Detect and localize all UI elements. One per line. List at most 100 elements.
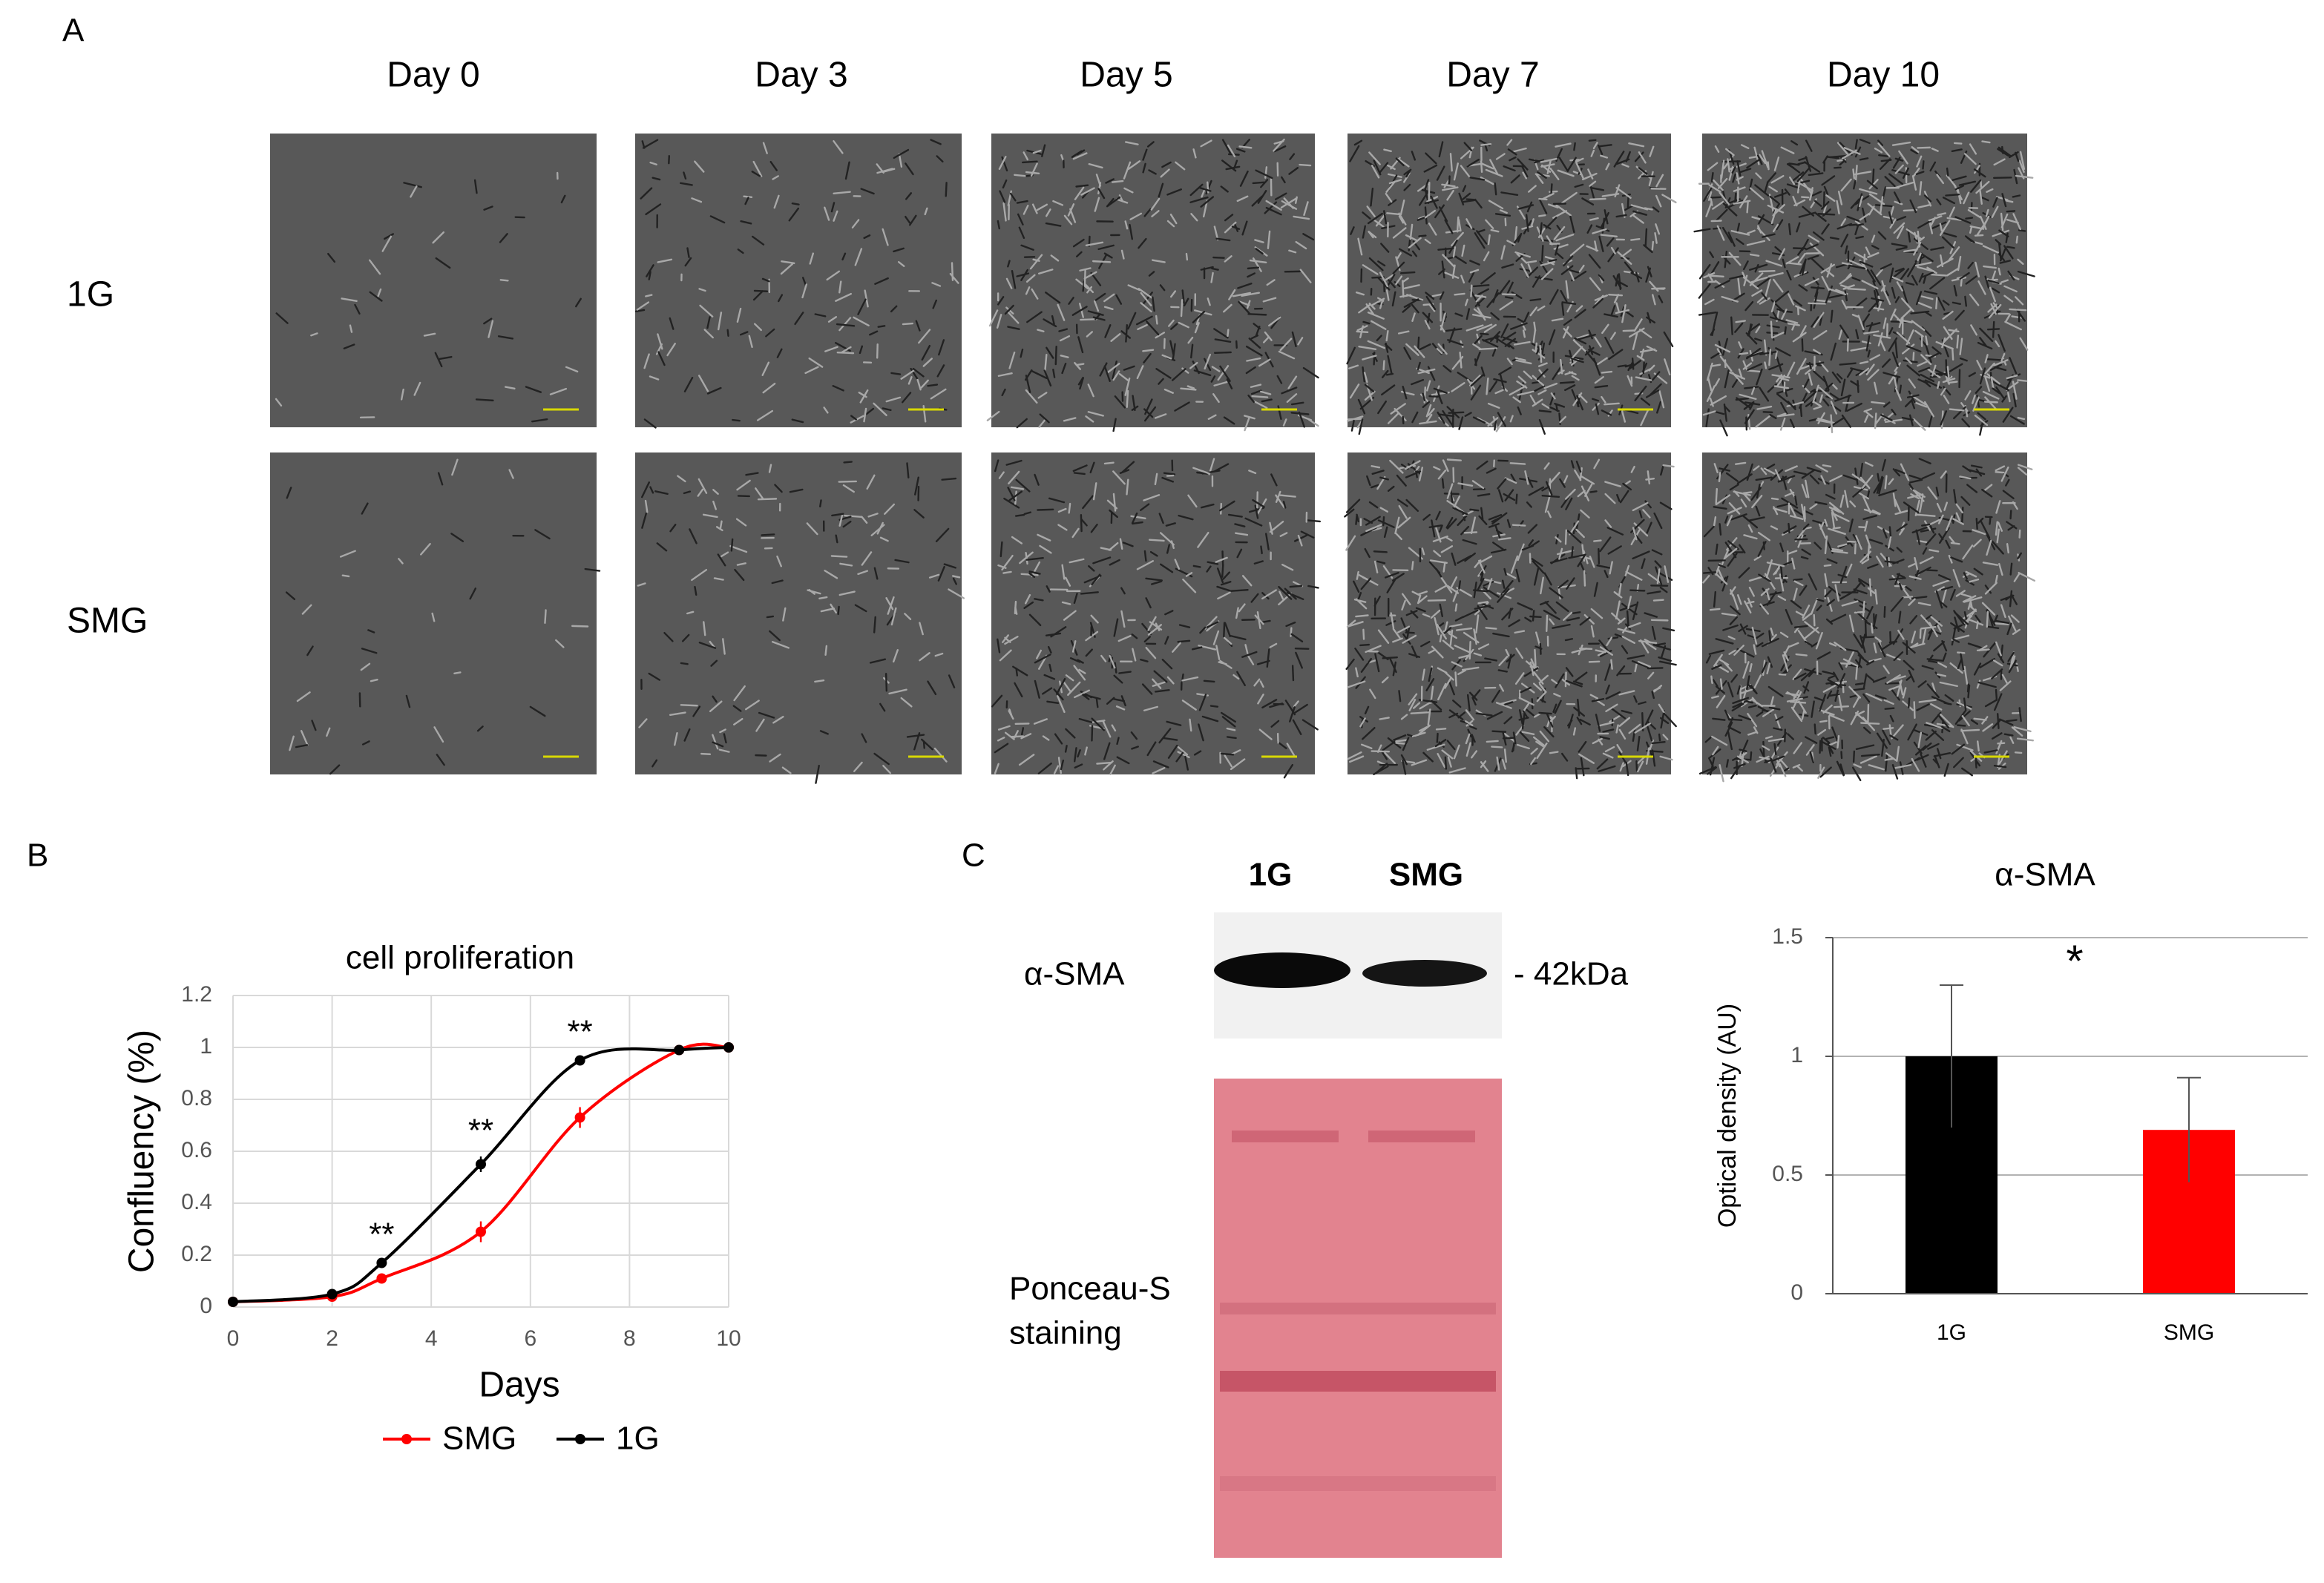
cell — [713, 577, 724, 581]
cell — [1285, 621, 1296, 628]
cell — [1857, 655, 1862, 668]
cell — [1491, 730, 1507, 733]
cell — [1085, 415, 1094, 423]
cell — [1226, 727, 1236, 731]
cell — [1418, 234, 1427, 237]
cell — [1547, 471, 1560, 487]
cell — [869, 658, 887, 664]
cell — [1083, 269, 1086, 287]
cell — [525, 386, 542, 393]
cell — [1712, 746, 1719, 756]
cell — [1382, 516, 1385, 527]
cell — [1475, 614, 1480, 633]
cell — [2000, 279, 2009, 283]
cell — [1023, 151, 1029, 161]
cell — [1778, 673, 1787, 676]
cell — [806, 522, 818, 536]
cell — [1808, 361, 1812, 370]
cell — [1555, 673, 1565, 688]
cell — [1474, 296, 1486, 307]
cell — [1504, 477, 1517, 484]
cell — [1581, 197, 1595, 206]
cell — [368, 259, 381, 275]
cell — [1465, 733, 1471, 745]
cell — [1425, 404, 1432, 418]
cell — [776, 555, 782, 567]
cell — [1595, 225, 1610, 232]
cell — [1402, 415, 1405, 424]
cell — [706, 316, 711, 329]
cell — [1777, 756, 1790, 771]
cell — [1586, 224, 1593, 234]
cell — [1834, 394, 1852, 402]
cell — [636, 301, 650, 311]
cell — [1235, 607, 1239, 619]
cell — [657, 351, 666, 366]
cell — [413, 381, 421, 396]
cell — [1857, 492, 1870, 500]
cell — [1780, 401, 1789, 416]
cell — [1153, 670, 1168, 683]
cell — [1563, 318, 1572, 326]
cell — [1402, 737, 1410, 751]
cell — [1853, 633, 1863, 649]
cell — [1903, 249, 1918, 253]
cell — [1601, 395, 1606, 404]
cell — [1226, 378, 1233, 389]
cell — [1829, 392, 1839, 400]
chart-title: cell proliferation — [346, 940, 574, 976]
cell — [1937, 296, 1946, 311]
cell — [1166, 720, 1182, 726]
cell — [1063, 214, 1073, 226]
cell — [1593, 582, 1598, 597]
cell — [1652, 206, 1660, 213]
cell — [1951, 743, 1966, 755]
cell — [1512, 396, 1521, 404]
cell — [1131, 512, 1138, 524]
cell — [1594, 240, 1598, 252]
cell — [1546, 235, 1553, 246]
cell — [1221, 139, 1231, 154]
cell — [1264, 166, 1268, 179]
cell — [1437, 667, 1448, 674]
cell — [1273, 138, 1285, 152]
cell — [649, 486, 654, 494]
cell — [1215, 556, 1228, 563]
cell — [1552, 623, 1571, 629]
cell — [1716, 208, 1728, 222]
cell — [1908, 474, 1923, 481]
cell — [1436, 165, 1445, 181]
cell — [1873, 642, 1877, 654]
cell — [1826, 263, 1833, 278]
cell — [1005, 459, 1023, 466]
cell — [1537, 389, 1547, 395]
cell — [1885, 752, 1888, 772]
cell — [1020, 348, 1024, 358]
y-tick-label: 1 — [200, 1034, 212, 1059]
cell — [1866, 269, 1876, 283]
cell — [1715, 543, 1719, 556]
cell — [1751, 495, 1763, 509]
cell — [1740, 144, 1750, 150]
cell — [1230, 588, 1249, 592]
cell — [1381, 751, 1388, 760]
cell — [888, 688, 907, 695]
cell — [1045, 208, 1051, 217]
cell — [1046, 585, 1051, 593]
cell — [1592, 737, 1603, 745]
cell — [1169, 340, 1175, 355]
cell — [1451, 231, 1464, 247]
micrograph-bg — [270, 134, 597, 427]
cell — [1725, 472, 1739, 482]
cell — [1793, 625, 1808, 628]
cell — [722, 638, 726, 655]
cell — [1251, 395, 1269, 398]
cell — [1812, 384, 1819, 404]
cell — [1922, 742, 1932, 751]
cell — [1716, 573, 1728, 585]
cell — [936, 155, 944, 163]
cell — [1825, 493, 1836, 500]
cell — [838, 317, 852, 332]
cell — [1929, 375, 1939, 378]
blot-band — [1362, 960, 1487, 987]
